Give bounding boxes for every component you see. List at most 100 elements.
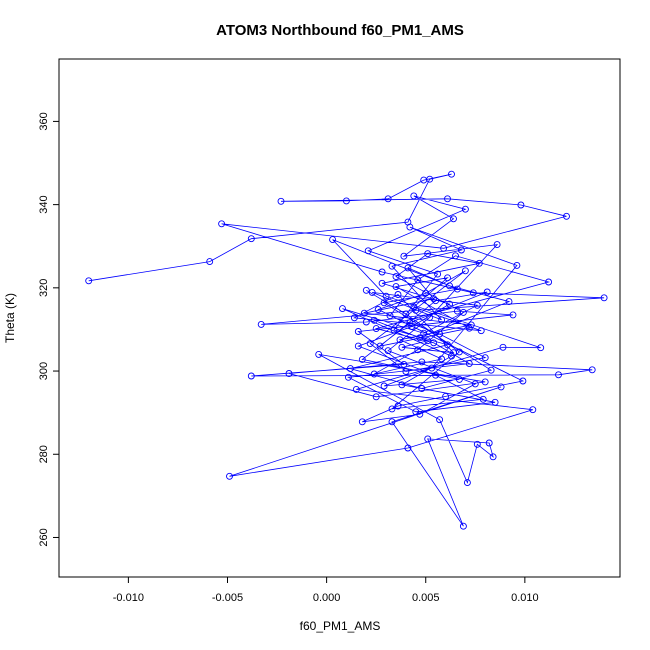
- data-point: [491, 398, 499, 406]
- series-layer: [85, 170, 608, 530]
- data-point: [555, 371, 562, 379]
- data-point: [404, 444, 412, 452]
- data-point: [436, 330, 444, 338]
- data-point: [519, 377, 527, 385]
- data-point: [372, 393, 380, 401]
- data-point: [354, 342, 362, 350]
- data-point: [475, 259, 483, 267]
- data-point: [485, 439, 493, 447]
- data-point: [422, 289, 430, 297]
- data-point: [372, 325, 380, 333]
- data-point: [529, 406, 537, 414]
- data-point: [362, 286, 370, 294]
- data-point: [471, 380, 479, 388]
- data-point: [505, 298, 513, 306]
- data-point: [545, 278, 553, 286]
- data-point: [226, 472, 233, 480]
- data-point: [85, 277, 93, 285]
- data-point: [428, 364, 436, 372]
- data-point: [455, 375, 463, 383]
- data-point: [350, 314, 358, 322]
- data-point: [410, 192, 418, 200]
- data-point: [448, 352, 455, 360]
- data-point: [362, 318, 370, 326]
- data-point: [406, 319, 414, 327]
- data-point: [446, 300, 453, 308]
- data-point: [432, 297, 440, 305]
- y-tick-label: 260: [38, 528, 50, 546]
- data-point: [402, 310, 410, 318]
- data-point: [364, 247, 372, 255]
- x-tick-label: 0.005: [412, 592, 440, 604]
- data-point: [247, 235, 255, 243]
- data-point: [414, 276, 422, 284]
- data-point: [420, 176, 428, 184]
- data-point: [388, 405, 396, 413]
- data-point: [483, 288, 491, 296]
- data-point: [380, 382, 388, 390]
- data-point: [517, 201, 525, 209]
- data-point: [277, 197, 285, 205]
- data-point: [378, 268, 386, 276]
- data-point: [398, 343, 406, 351]
- x-axis-label: f60_PM1_AMS: [300, 619, 381, 633]
- y-axis-label: Theta (K): [3, 293, 17, 343]
- y-tick-label: 360: [38, 112, 50, 130]
- data-point: [440, 244, 448, 252]
- data-point: [430, 295, 438, 303]
- data-point: [444, 341, 451, 349]
- data-point: [315, 350, 323, 358]
- data-point: [384, 195, 392, 203]
- data-point: [352, 385, 360, 393]
- x-tick-label: 0.000: [313, 592, 341, 604]
- data-point: [430, 339, 438, 347]
- data-point: [450, 215, 457, 223]
- y-tick-label: 300: [38, 362, 50, 380]
- data-point: [366, 340, 374, 348]
- data-point: [434, 270, 442, 278]
- data-point: [370, 370, 378, 378]
- data-point: [329, 236, 337, 244]
- data-point: [386, 312, 394, 320]
- data-point: [479, 395, 487, 403]
- data-point: [452, 252, 459, 260]
- y-tick-label: 340: [38, 195, 50, 213]
- x-axis: -0.010 -0.005 0.000 0.005 0.010: [113, 577, 539, 604]
- data-point: [489, 453, 497, 461]
- data-point: [481, 354, 489, 362]
- data-point: [509, 311, 517, 319]
- data-point: [374, 306, 382, 313]
- data-point: [420, 329, 428, 337]
- data-point: [402, 368, 410, 375]
- data-point: [424, 250, 432, 258]
- data-point: [481, 378, 489, 386]
- data-point: [406, 223, 414, 231]
- data-point: [467, 321, 475, 329]
- data-point: [442, 392, 450, 400]
- data-point: [408, 323, 416, 330]
- data-point: [380, 299, 388, 307]
- data-point: [436, 416, 444, 424]
- y-tick-label: 320: [38, 279, 50, 297]
- data-point: [465, 360, 473, 368]
- x-tick-label: -0.010: [113, 592, 144, 604]
- data-point: [493, 241, 501, 249]
- data-point: [358, 418, 366, 426]
- data-point: [384, 347, 392, 355]
- data-point: [418, 385, 426, 392]
- data-point: [404, 264, 412, 272]
- data-point: [247, 372, 255, 380]
- plot-frame: [58, 58, 621, 578]
- y-tick-label: 280: [38, 445, 50, 463]
- data-point: [424, 337, 432, 345]
- data-point: [398, 381, 406, 389]
- data-point: [388, 418, 396, 426]
- data-point: [376, 342, 384, 350]
- data-point: [285, 370, 293, 377]
- data-point: [461, 205, 469, 213]
- data-point: [426, 313, 434, 321]
- data-point: [370, 316, 378, 324]
- data-point: [414, 346, 422, 354]
- data-point: [537, 344, 545, 352]
